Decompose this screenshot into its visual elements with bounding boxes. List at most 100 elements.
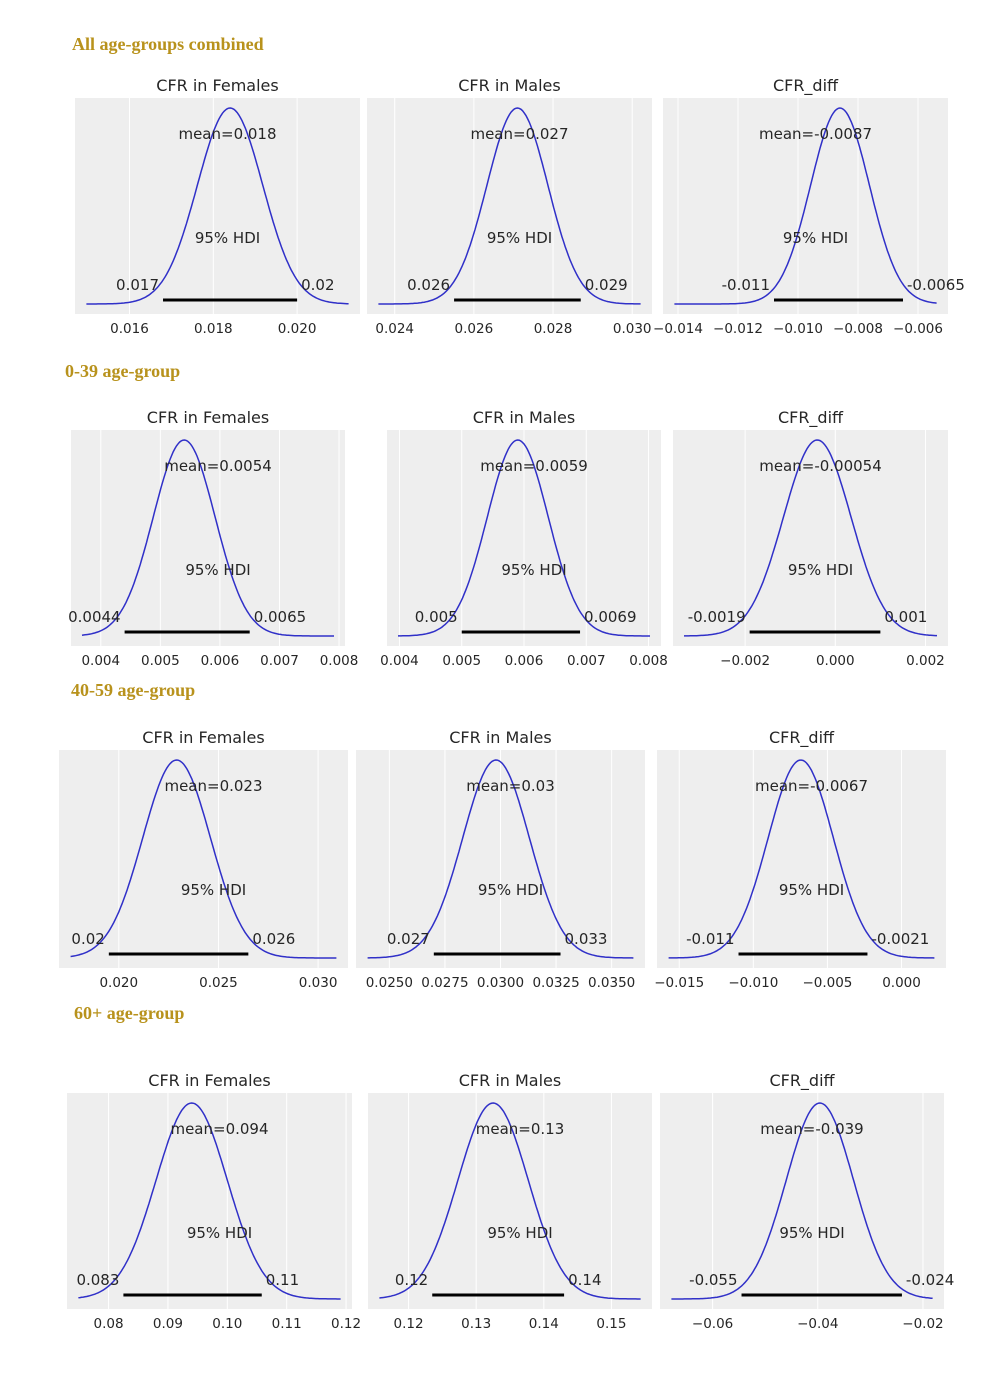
section-title: All age-groups combined xyxy=(72,34,264,54)
x-tick-label: 0.024 xyxy=(375,321,414,337)
x-tick-label: 0.0250 xyxy=(366,975,413,991)
x-tick-label: 0.13 xyxy=(461,1316,491,1332)
x-tick-label: 0.0350 xyxy=(588,975,635,991)
hdi-label: 95% HDI xyxy=(783,229,848,247)
hdi-label: 95% HDI xyxy=(487,229,552,247)
density-curve xyxy=(671,1102,933,1300)
density-curve xyxy=(86,107,349,305)
section-3: 60+ age-group 0.08 0.09 0.10 0.11 0.12 CFR in … xyxy=(67,1003,954,1332)
x-tick-label: −0.008 xyxy=(833,321,883,337)
x-tick-label: 0.018 xyxy=(194,321,233,337)
panel-background xyxy=(673,430,948,646)
hdi-label: 95% HDI xyxy=(181,881,246,899)
mean-label: mean=0.027 xyxy=(470,125,568,143)
hdi-label: 95% HDI xyxy=(779,881,844,899)
hdi-low-label: -0.0019 xyxy=(688,608,746,626)
density-panel: −0.015 −0.010 −0.005 0.000 CFR_diff mean=-0.0… xyxy=(654,728,946,991)
x-tick-label: 0.028 xyxy=(534,321,573,337)
hdi-high-label: -0.0021 xyxy=(871,930,929,948)
density-panel: −0.002 0.000 0.002 CFR_diff mean=-0.00054 95%… xyxy=(673,408,948,669)
density-panel: −0.06 −0.04 −0.02 CFR_diff mean=-0.039 95% HD… xyxy=(660,1071,954,1332)
x-tick-label: −0.010 xyxy=(728,975,778,991)
x-tick-label: 0.004 xyxy=(81,653,120,669)
section-0: All age-groups combined 0.016 0.018 0.020 CF… xyxy=(72,34,965,337)
density-curve xyxy=(379,1102,641,1300)
panel-background xyxy=(368,1093,652,1309)
density-panel: 0.08 0.09 0.10 0.11 0.12 CFR in Females mean=0… xyxy=(67,1071,361,1332)
hdi-label: 95% HDI xyxy=(187,1224,252,1242)
hdi-low-label: -0.055 xyxy=(689,1271,737,1289)
hdi-high-label: 0.02 xyxy=(301,276,334,294)
x-tick-label: 0.15 xyxy=(596,1316,626,1332)
hdi-label: 95% HDI xyxy=(501,561,566,579)
x-tick-label: −0.014 xyxy=(653,321,703,337)
hdi-label: 95% HDI xyxy=(779,1224,844,1242)
mean-label: mean=-0.0087 xyxy=(759,125,872,143)
density-curve xyxy=(668,759,935,959)
x-tick-label: 0.004 xyxy=(380,653,419,669)
mean-label: mean=0.018 xyxy=(178,125,276,143)
x-tick-label: 0.007 xyxy=(260,653,299,669)
hdi-low-label: 0.0044 xyxy=(68,608,121,626)
x-tick-label: 0.10 xyxy=(212,1316,242,1332)
x-tick-label: 0.12 xyxy=(331,1316,361,1332)
hdi-low-label: 0.005 xyxy=(415,608,458,626)
x-tick-label: −0.002 xyxy=(720,653,770,669)
panel-title: CFR in Females xyxy=(156,76,278,95)
panel-title: CFR in Males xyxy=(449,728,551,747)
x-tick-label: 0.026 xyxy=(455,321,494,337)
x-tick-label: −0.02 xyxy=(902,1316,943,1332)
panel-title: CFR in Females xyxy=(148,1071,270,1090)
x-tick-label: 0.008 xyxy=(320,653,359,669)
section-title: 40-59 age-group xyxy=(71,680,195,700)
density-curve xyxy=(398,439,650,637)
hdi-high-label: 0.029 xyxy=(585,276,628,294)
section-title: 0-39 age-group xyxy=(65,361,180,381)
x-tick-label: 0.000 xyxy=(816,653,855,669)
panel-background xyxy=(657,750,946,968)
section-2: 40-59 age-group 0.020 0.025 0.030 CFR in Fem… xyxy=(59,680,946,991)
hdi-low-label: -0.011 xyxy=(722,276,770,294)
x-tick-label: −0.06 xyxy=(692,1316,733,1332)
x-tick-label: 0.09 xyxy=(153,1316,183,1332)
density-panel: 0.020 0.025 0.030 CFR in Females mean=0.023 9… xyxy=(59,728,348,991)
hdi-label: 95% HDI xyxy=(478,881,543,899)
x-tick-label: 0.0300 xyxy=(477,975,524,991)
x-tick-label: 0.08 xyxy=(94,1316,124,1332)
hdi-label: 95% HDI xyxy=(487,1224,552,1242)
hdi-low-label: -0.011 xyxy=(686,930,734,948)
panel-title: CFR_diff xyxy=(778,408,844,428)
hdi-high-label: -0.0065 xyxy=(907,276,965,294)
hdi-label: 95% HDI xyxy=(185,561,250,579)
x-tick-label: 0.025 xyxy=(199,975,238,991)
hdi-low-label: 0.027 xyxy=(387,930,430,948)
hdi-high-label: 0.033 xyxy=(565,930,608,948)
density-panel: −0.014 −0.012 −0.010 −0.008 −0.006 CFR_diffme… xyxy=(653,76,965,337)
x-tick-label: −0.04 xyxy=(797,1316,838,1332)
hdi-high-label: 0.0065 xyxy=(254,608,307,626)
x-tick-label: 0.005 xyxy=(141,653,180,669)
x-tick-label: 0.0325 xyxy=(532,975,579,991)
panel-title: CFR_diff xyxy=(769,1071,835,1091)
panel-title: CFR in Males xyxy=(473,408,575,427)
x-tick-label: 0.030 xyxy=(299,975,338,991)
density-curve xyxy=(684,439,937,637)
panel-background xyxy=(367,98,652,314)
panel-background xyxy=(75,98,360,314)
density-curve xyxy=(674,107,937,305)
section-1: 0-39 age-group 0.004 0.005 0.006 0.007 0.008 C… xyxy=(65,361,948,669)
x-tick-label: 0.005 xyxy=(442,653,481,669)
x-tick-label: 0.11 xyxy=(272,1316,302,1332)
x-tick-label: 0.0275 xyxy=(421,975,468,991)
mean-label: mean=0.0059 xyxy=(480,457,588,475)
density-curve xyxy=(378,107,641,305)
panel-background xyxy=(71,430,345,646)
x-tick-label: 0.007 xyxy=(567,653,606,669)
hdi-low-label: 0.017 xyxy=(116,276,159,294)
x-tick-label: 0.006 xyxy=(505,653,544,669)
hdi-high-label: 0.0069 xyxy=(584,608,637,626)
hdi-high-label: 0.14 xyxy=(568,1271,601,1289)
x-tick-label: 0.002 xyxy=(906,653,945,669)
density-curve xyxy=(78,1102,341,1300)
